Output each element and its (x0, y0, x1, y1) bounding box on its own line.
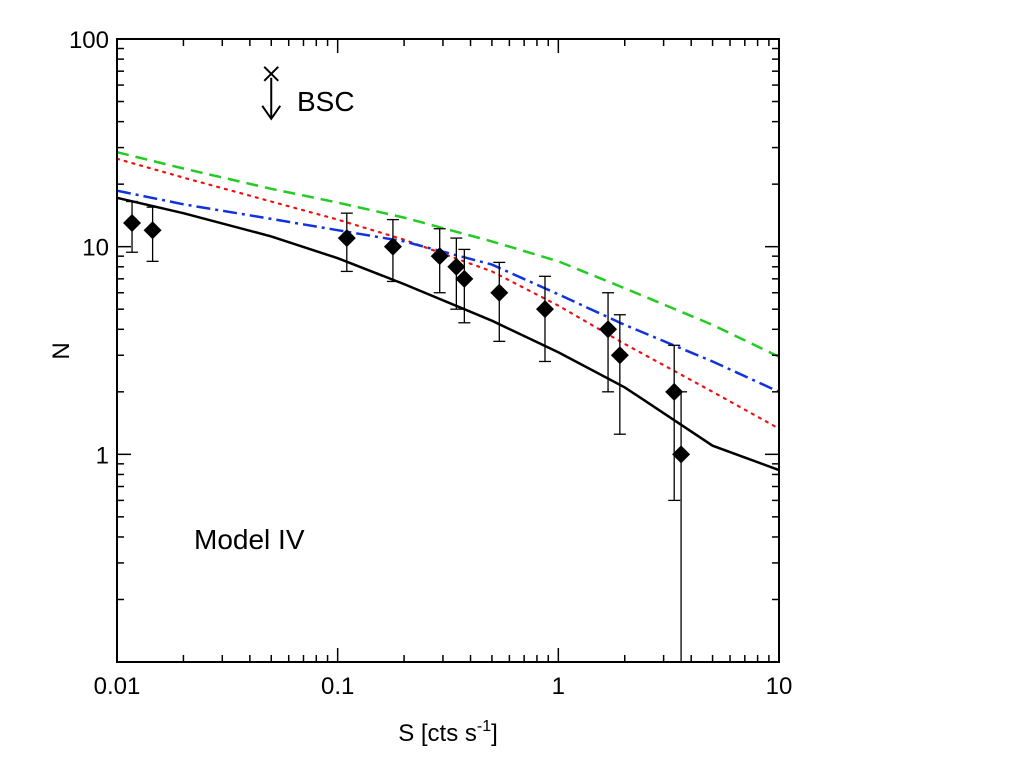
x-tick-label: 10 (766, 673, 793, 700)
bsc-cross (263, 66, 279, 82)
x-tick-label: 0.1 (321, 673, 354, 700)
data-point (610, 346, 629, 365)
data-markers (123, 214, 691, 464)
data-point (383, 237, 402, 256)
x-axis-label-exponent: -1 (477, 718, 491, 735)
data-point (430, 247, 449, 266)
y-tick-label: 1 (96, 442, 109, 469)
data-point (143, 221, 162, 240)
plot-frame (116, 38, 780, 663)
model-curves (115, 150, 781, 472)
bsc-upper-limit-marker (261, 66, 282, 121)
error-bars (126, 200, 688, 662)
bsc-label: BSC (297, 86, 355, 117)
bsc-arrow-head (261, 105, 282, 121)
model-label: Model IV (194, 524, 305, 555)
y-tick-label: 100 (69, 27, 109, 54)
data-point (455, 269, 474, 288)
data-point (665, 382, 684, 401)
x-tick-label: 0.01 (94, 673, 141, 700)
x-tick-label: 1 (552, 673, 565, 700)
x-axis-label-close: ] (491, 720, 498, 747)
curve-blue-dashdot (116, 189, 780, 393)
data-point (535, 300, 554, 319)
tick-labels: 0.01 0.1 1 10 1 10 100 (69, 27, 792, 700)
data-point (337, 229, 356, 248)
y-tick-label: 10 (82, 235, 109, 262)
data-point (599, 320, 618, 339)
curve-black-solid (116, 196, 780, 472)
curve-red-dotted (115, 157, 781, 430)
data-point (672, 445, 691, 464)
axis-ticks (116, 39, 779, 663)
y-axis-label: N (48, 342, 75, 359)
curve-green-dashed (116, 150, 780, 358)
data-point (447, 257, 466, 276)
data-point (123, 214, 142, 233)
data-point (490, 283, 509, 302)
x-axis-label: S [cts s-1] (398, 718, 498, 747)
